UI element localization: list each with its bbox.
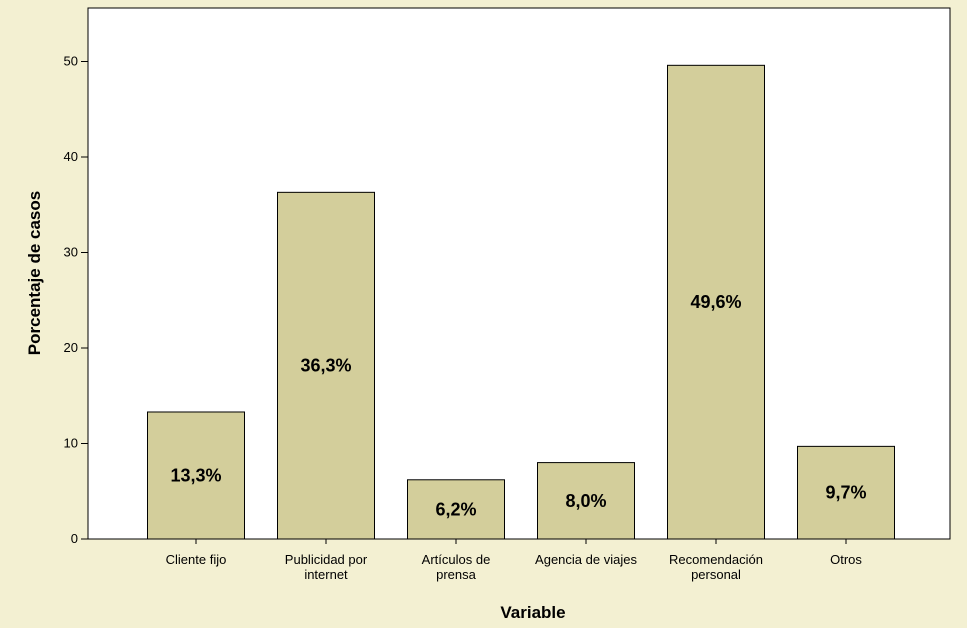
bar-data-label: 8,0% xyxy=(565,491,606,511)
bar-data-label: 6,2% xyxy=(435,499,476,519)
y-tick-label: 20 xyxy=(64,340,78,355)
bar xyxy=(537,462,635,540)
x-category-label: Publicidad por xyxy=(285,552,368,567)
bar xyxy=(147,411,245,540)
x-category-label: Agencia de viajes xyxy=(535,552,637,567)
x-category-label: Cliente fijo xyxy=(166,552,227,567)
x-category-label: prensa xyxy=(436,567,477,582)
y-tick-label: 50 xyxy=(64,54,78,69)
bar xyxy=(667,64,765,540)
y-tick-label: 40 xyxy=(64,149,78,164)
x-category-label: personal xyxy=(691,567,741,582)
bar-data-label: 13,3% xyxy=(170,465,221,485)
x-category-label: Artículos de xyxy=(422,552,491,567)
y-tick-label: 0 xyxy=(71,531,78,546)
bar-data-label: 49,6% xyxy=(690,292,741,312)
y-axis: 0 10 20 30 40 50 xyxy=(64,54,88,546)
bar-data-label: 9,7% xyxy=(825,483,866,503)
bar-data-label: 36,3% xyxy=(300,356,351,376)
bar xyxy=(407,479,505,540)
bar xyxy=(797,445,895,540)
y-axis-title: Porcentaje de casos xyxy=(25,191,44,355)
x-category-label: Otros xyxy=(830,552,862,567)
y-tick-label: 30 xyxy=(64,245,78,260)
x-axis-title: Variable xyxy=(500,603,565,622)
bar xyxy=(277,191,375,540)
x-category-label: Recomendación xyxy=(669,552,763,567)
y-tick-label: 10 xyxy=(64,436,78,451)
bars: 13,3% 36,3% 6,2% 8,0% 49,6% 9,7% xyxy=(147,64,895,540)
x-category-label: internet xyxy=(304,567,348,582)
